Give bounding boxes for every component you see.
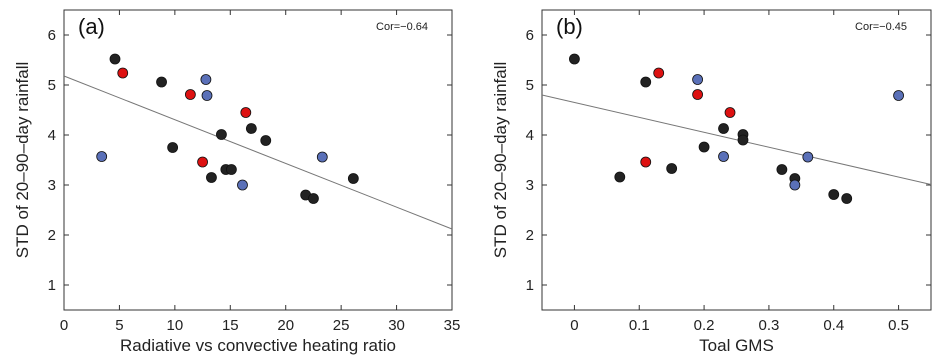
data-point xyxy=(200,74,212,85)
x-tick-label: 25 xyxy=(333,317,350,334)
y-tick-label: 1 xyxy=(526,277,534,294)
y-tick-label: 5 xyxy=(526,77,534,94)
y-tick-label: 6 xyxy=(526,27,534,44)
correlation-label: Cor=−0.64 xyxy=(376,21,428,33)
x-tick-label: 10 xyxy=(167,317,184,334)
x-tick-label: 0.5 xyxy=(888,317,909,334)
data-point xyxy=(240,107,252,118)
plot-frame xyxy=(541,9,932,311)
x-tick-label: 30 xyxy=(388,317,405,334)
data-point xyxy=(206,172,217,183)
y-tick-label: 4 xyxy=(526,127,534,144)
plot-frame xyxy=(63,9,453,311)
data-point xyxy=(718,123,729,134)
y-tick-label: 2 xyxy=(48,227,56,244)
data-point xyxy=(197,156,208,168)
y-tick-label: 1 xyxy=(48,277,56,294)
y-axis-label: STD of 20–90–day rainfall xyxy=(491,62,510,259)
y-tick-label: 2 xyxy=(526,227,534,244)
panel-a: 0 5 10 15 20 25 30 35 1 2 3 4 5 6 (a) Cor=−0.64 Radiativ… xyxy=(13,9,461,355)
correlation-label: Cor=−0.45 xyxy=(855,21,907,33)
x-tick-label: 0 xyxy=(60,317,68,334)
data-point xyxy=(117,67,129,79)
x-tick-label: 5 xyxy=(115,317,123,334)
data-point xyxy=(167,142,179,153)
y-tick-label: 3 xyxy=(526,177,534,194)
x-tick-label: 35 xyxy=(444,317,461,334)
data-point xyxy=(802,151,814,163)
data-point xyxy=(692,89,703,100)
panel-label: (b) xyxy=(556,14,583,39)
data-point xyxy=(216,129,227,140)
data-point xyxy=(347,173,359,184)
x-tick-label: 0.3 xyxy=(758,317,779,334)
data-point xyxy=(237,179,248,191)
data-point xyxy=(614,171,626,183)
data-point xyxy=(201,90,213,101)
data-point xyxy=(692,74,703,85)
data-point xyxy=(109,53,121,65)
y-tick-label: 5 xyxy=(48,77,56,94)
x-axis-label: Toal GMS xyxy=(699,336,774,355)
data-point xyxy=(225,164,237,175)
data-point xyxy=(316,151,328,163)
data-point xyxy=(828,189,840,200)
data-point xyxy=(308,193,319,204)
data-point xyxy=(789,179,801,191)
x-tick-label: 0.4 xyxy=(823,317,844,334)
data-point xyxy=(724,107,736,118)
data-point xyxy=(569,53,580,65)
data-point xyxy=(640,76,652,88)
data-point xyxy=(640,156,652,168)
panel-label: (a) xyxy=(78,14,105,39)
panel-b: 0 0.1 0.2 0.3 0.4 0.5 1 2 3 4 5 6 (b) Cor=−0.45 Toal G… xyxy=(491,9,932,355)
data-point xyxy=(260,135,272,146)
data-point xyxy=(841,193,853,204)
x-tick-label: 0.1 xyxy=(629,317,650,334)
x-tick-label: 15 xyxy=(222,317,239,334)
y-tick-label: 3 xyxy=(48,177,56,194)
x-tick-label: 0 xyxy=(570,317,578,334)
x-axis-label: Radiative vs convective heating ratio xyxy=(120,336,396,355)
y-tick-label: 4 xyxy=(48,127,56,144)
y-axis-label: STD of 20–90–day rainfall xyxy=(13,62,32,259)
data-point xyxy=(653,67,665,79)
data-point xyxy=(96,151,108,162)
data-point xyxy=(156,76,167,88)
data-point xyxy=(666,163,678,174)
data-point xyxy=(737,134,749,146)
data-point xyxy=(245,123,257,134)
regression-line xyxy=(63,75,453,230)
x-tick-label: 0.2 xyxy=(694,317,715,334)
data-point xyxy=(776,164,788,175)
y-tick-label: 6 xyxy=(48,27,56,44)
data-point xyxy=(184,89,196,100)
data-point xyxy=(698,141,710,153)
regression-line xyxy=(541,94,932,185)
data-point xyxy=(718,151,729,162)
x-tick-label: 20 xyxy=(277,317,294,334)
data-point xyxy=(893,90,904,101)
